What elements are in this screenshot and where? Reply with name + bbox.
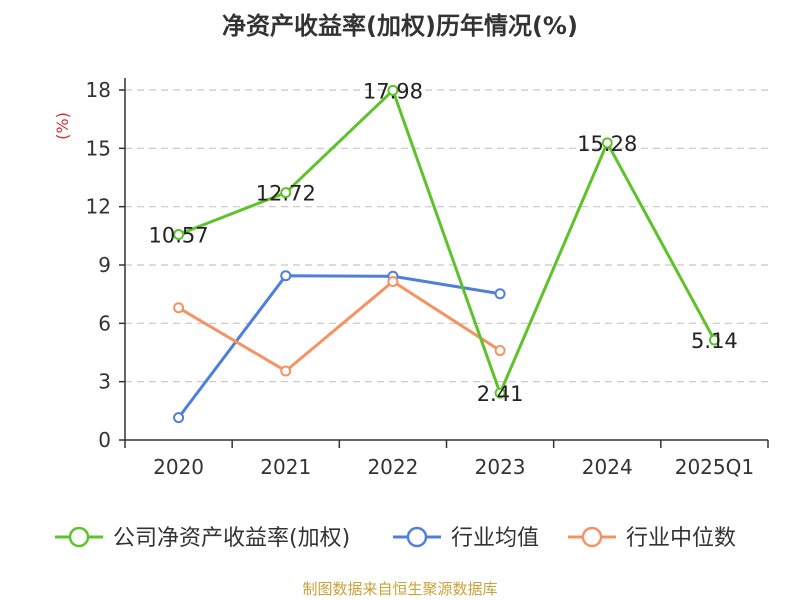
x-tick-label-2022: 2022 bbox=[367, 455, 418, 479]
data-label-2021: 12.72 bbox=[256, 182, 316, 206]
x-tick-label-2024: 2024 bbox=[582, 455, 633, 479]
series bbox=[173, 84, 720, 424]
series-2-point-2022 bbox=[387, 276, 399, 288]
data-label-2025Q1: 5.14 bbox=[691, 329, 738, 353]
chart-title: 净资产收益率(加权)历年情况(%) bbox=[222, 12, 578, 40]
series-1-point-2023 bbox=[494, 288, 506, 300]
data-label-2024: 15.28 bbox=[577, 132, 637, 156]
legend-label-2: 行业中位数 bbox=[626, 526, 736, 551]
x-tick-label-2021: 2021 bbox=[260, 455, 311, 479]
legend-item-1: 行业均值 bbox=[393, 526, 539, 551]
legend-item-2: 行业中位数 bbox=[568, 526, 736, 551]
y-tick-label-3: 3 bbox=[98, 370, 111, 394]
series-line-1 bbox=[177, 274, 501, 419]
series-0-point-2021 bbox=[280, 187, 292, 199]
series-line-2 bbox=[177, 280, 501, 373]
data-label-2023: 2.41 bbox=[477, 382, 524, 406]
y-tick-label-18: 18 bbox=[86, 78, 111, 102]
axes: 0 3 6 9 12 15 18 2020 2021 2022 2023 2024 2025Q1 bbox=[86, 78, 769, 479]
source-note: 制图数据来自恒生聚源数据库 bbox=[302, 580, 497, 598]
y-tick-label-15: 15 bbox=[86, 136, 111, 160]
series-2-point-2021 bbox=[280, 365, 292, 377]
y-tick-label-0: 0 bbox=[98, 428, 111, 452]
legend: 公司净资产收益率(加权) 行业均值 行业中位数 bbox=[55, 526, 736, 551]
data-labels: 10.57 12.72 17.98 2.41 15.28 5.14 bbox=[149, 79, 738, 406]
y-axis-label: (%) bbox=[53, 112, 72, 140]
legend-swatch-marker-0 bbox=[68, 526, 90, 548]
x-tick-label-2023: 2023 bbox=[475, 455, 526, 479]
series-0-point-2022 bbox=[387, 84, 399, 96]
legend-swatch-marker-1 bbox=[406, 526, 428, 548]
x-tick-label-2025Q1: 2025Q1 bbox=[675, 455, 754, 479]
series-1-point-2021 bbox=[280, 270, 292, 282]
y-tick-label-9: 9 bbox=[98, 253, 111, 277]
series-0-point-2024 bbox=[601, 137, 613, 149]
grid-lines bbox=[125, 89, 768, 383]
x-tick-label-2020: 2020 bbox=[153, 455, 204, 479]
series-0-point-2020 bbox=[173, 228, 185, 240]
y-tick-label-6: 6 bbox=[98, 311, 111, 335]
series-line-0 bbox=[178, 88, 716, 395]
legend-label-1: 行业均值 bbox=[451, 526, 539, 551]
legend-label-0: 公司净资产收益率(加权) bbox=[113, 526, 350, 551]
data-label-2020: 10.57 bbox=[149, 223, 209, 247]
y-tick-label-12: 12 bbox=[86, 195, 111, 219]
series-1-point-2020 bbox=[173, 412, 185, 424]
legend-swatch-marker-2 bbox=[581, 526, 603, 548]
data-label-2022: 17.98 bbox=[363, 79, 423, 103]
series-2-point-2023 bbox=[494, 345, 506, 357]
series-0-point-2023 bbox=[494, 387, 506, 399]
series-2-point-2020 bbox=[173, 302, 185, 314]
series-0-point-2025Q1 bbox=[708, 334, 720, 346]
legend-item-0: 公司净资产收益率(加权) bbox=[55, 526, 350, 551]
